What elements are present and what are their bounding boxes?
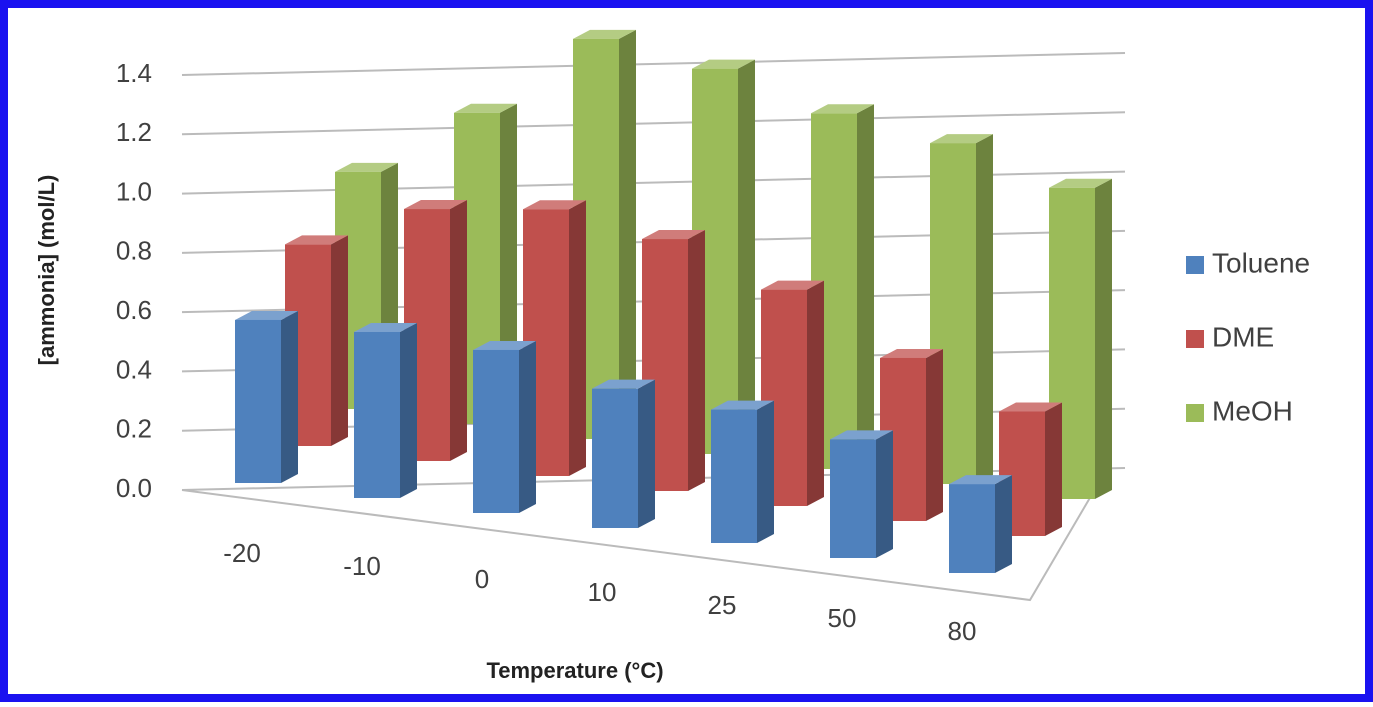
legend-label: MeOH [1212,395,1293,426]
y-tick-label: 1.2 [116,117,152,147]
bar-front [711,409,757,543]
bar-side [757,400,774,543]
bar-side [976,134,993,484]
bar-side [400,323,417,498]
bar-side [450,200,467,462]
bar-top [761,280,824,290]
bar-side [1095,178,1112,499]
bar [354,323,417,498]
bar-top [592,379,655,389]
bar-side [807,280,824,506]
bar-side [995,475,1012,573]
bar-side [926,348,943,521]
bar-top [692,59,755,69]
legend-swatch [1186,330,1204,348]
legend-swatch [1186,404,1204,422]
bar-side [857,104,874,470]
bar [592,379,655,528]
bar-side [688,230,705,492]
bar [761,280,824,506]
y-tick-label: 0.2 [116,414,152,444]
bar-side [638,379,655,528]
y-tick-label: 1.4 [116,58,152,88]
bar-front [592,388,638,528]
bar-side [1045,402,1062,536]
bar-top [404,200,467,210]
bar-top [1049,178,1112,188]
bar-top [949,475,1012,485]
x-tick-label: 25 [708,590,737,620]
bar [285,235,348,446]
bar-top [354,323,417,332]
bar [642,230,705,492]
y-tick-label: 0.4 [116,354,152,384]
bar-top [999,402,1062,412]
bar [999,402,1062,536]
bar-side [876,430,893,558]
bar [235,310,298,483]
bar-side [281,310,298,483]
legend-swatch [1186,256,1204,274]
x-axis-title: Temperature (°C) [486,658,663,683]
y-tick-label: 0.0 [116,473,152,503]
bar-front [354,332,400,498]
bar-top [930,134,993,144]
x-tick-label: 10 [588,577,617,607]
bar-top [830,430,893,440]
legend-label: DME [1212,321,1274,352]
bar-top [235,310,298,320]
y-tick-label: 1.0 [116,176,152,206]
bar-top [523,200,586,210]
bar-front [473,349,519,513]
floor-edge [181,466,1109,602]
x-tick-label: -20 [223,538,261,568]
bar-top [880,348,943,358]
bar-top [811,104,874,114]
y-axis-title: [ammonia] (mol/L) [34,175,59,366]
bar-side [738,59,755,455]
bars [235,29,1112,573]
bar [830,430,893,558]
legend-label: Toluene [1212,247,1310,278]
bar-top [454,103,517,113]
x-tick-label: 50 [828,603,857,633]
x-tick-label: 0 [475,564,489,594]
bar-side [331,235,348,446]
bar-front [830,439,876,558]
bar-side [619,29,636,439]
bar-front [949,484,995,573]
legend: Toluene DME MeOH [1186,247,1310,426]
x-tick-label: -10 [343,551,381,581]
bar-side [569,200,586,476]
bar-front [235,319,281,483]
bar-top [642,230,705,240]
y-tick-label: 0.6 [116,295,152,325]
x-tick-label: 80 [948,616,977,646]
grid-line [181,111,1126,136]
bar-top [573,29,636,39]
bar-top [711,400,774,410]
bar-side [519,340,536,513]
grid-line [181,52,1126,76]
bar [473,340,536,513]
bar [711,400,774,543]
bar [949,475,1012,573]
bar-top [335,162,398,172]
bar-top [473,340,536,350]
bar-top [285,235,348,245]
y-tick-label: 0.8 [116,236,152,266]
